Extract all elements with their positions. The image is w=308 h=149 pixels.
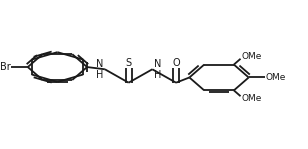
Text: OMe: OMe (241, 94, 261, 103)
Text: OMe: OMe (241, 52, 261, 61)
Text: O: O (172, 58, 180, 68)
Text: H: H (154, 70, 161, 80)
Text: H: H (96, 70, 103, 80)
Text: N: N (154, 59, 161, 69)
Text: N: N (96, 59, 103, 69)
Text: OMe: OMe (265, 73, 286, 82)
Text: S: S (126, 58, 132, 68)
Text: Br: Br (0, 62, 10, 72)
